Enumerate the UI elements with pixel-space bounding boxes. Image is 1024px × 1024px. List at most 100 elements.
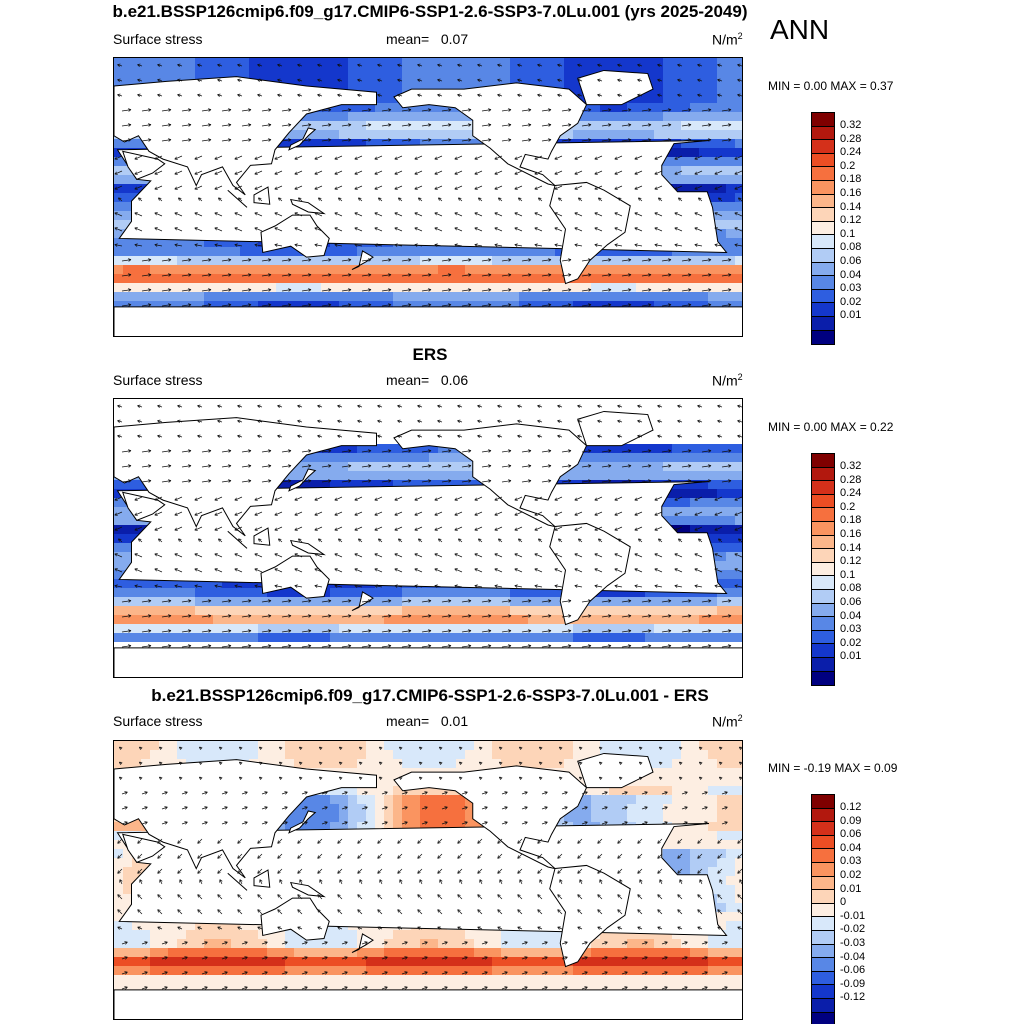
colorbar-swatch [812,180,834,195]
colorbar-tick-label: 0.32 [840,460,862,472]
panel-2-colorbar [811,453,835,687]
colorbar-tick-label: 0.1 [840,227,856,240]
colorbar-tick-label: 0.24 [840,146,862,159]
colorbar-swatch [812,822,834,836]
colorbar-swatch [812,194,834,209]
colorbar-tick-label: 0.09 [840,814,862,827]
colorbar-swatch [812,481,834,495]
colorbar-tick-label: 0.06 [840,595,862,608]
colorbar-swatch [812,917,834,931]
colorbar-tick-label: 0.03 [840,623,862,636]
colorbar-swatch [812,903,834,918]
panel-3-colorbar [811,794,835,1024]
colorbar-tick-label: 0.28 [840,473,862,486]
colorbar-swatch [812,985,834,999]
colorbar-tick-label: -0.06 [840,964,866,977]
colorbar-tick-label: 0.16 [840,186,862,199]
panel-1-colorbar-ticks: 0.32 0.28 0.24 0.2 0.18 0.16 0.14 0.12 0.1 0.08 0.… [840,119,861,323]
colorbar-tick-label: 0.12 [840,555,862,568]
colorbar-swatch [812,671,834,686]
colorbar-swatch [812,549,834,563]
stress-vectors [117,746,742,990]
panel-2-title: ERS [412,345,448,364]
colorbar-tick-label: -0.03 [840,936,866,949]
colorbar-swatch [812,289,834,304]
colorbar-swatch [812,208,834,222]
colorbar-tick-label: 0.2 [840,159,856,172]
panel-1-minmax: MIN = 0.00 MAX = 0.37 [768,79,894,93]
panel-1-mean: mean= 0.07 [386,31,469,47]
colorbar-swatch [812,808,834,823]
colorbar-swatch [812,521,834,536]
colorbar-tick-label: 0.16 [840,527,862,540]
colorbar-swatch [812,876,834,891]
panel-1-map [113,57,743,337]
panel-1-units: N/m2 [712,31,743,48]
panel-3-mean: mean= 0.01 [386,713,469,729]
colorbar-tick-label: 0.03 [840,282,862,295]
panel-2-map [113,398,743,678]
colorbar-tick-label: 0.01 [840,309,862,322]
colorbar-tick-label: -0.01 [840,909,866,922]
colorbar-tick-label: 0.04 [840,609,862,622]
colorbar-swatch [812,944,834,959]
colorbar-swatch [812,153,834,168]
colorbar-swatch [812,644,834,658]
colorbar-tick-label: 0.02 [840,868,862,881]
colorbar-tick-label: 0.01 [840,650,862,663]
colorbar-swatch [812,113,834,127]
colorbar-swatch [812,562,834,577]
panel-1-title: b.e21.BSSP126cmip6.f09_g17.CMIP6-SSP1-2.… [112,2,748,21]
colorbar-tick-label: -0.02 [840,923,866,936]
colorbar-swatch [812,862,834,877]
panel-2-variable: Surface stress [113,372,203,388]
colorbar-swatch [812,140,834,154]
colorbar-tick-label: 0.14 [840,541,862,554]
colorbar-swatch [812,657,834,672]
colorbar-tick-label: 0.08 [840,582,862,595]
colorbar-tick-label: 0.24 [840,487,862,500]
colorbar-swatch [812,235,834,249]
colorbar-tick-label: 0.28 [840,132,862,145]
colorbar-tick-label: 0.02 [840,636,862,649]
panel-3-map [113,740,743,1020]
colorbar-swatch [812,221,834,236]
colorbar-swatch [812,454,834,468]
colorbar-swatch [812,262,834,277]
stress-vectors [114,404,742,648]
colorbar-tick-label: 0.2 [840,500,856,513]
panel-3-minmax: MIN = -0.19 MAX = 0.09 [768,761,898,775]
panel-2-minmax: MIN = 0.00 MAX = 0.22 [768,420,894,434]
colorbar-tick-label: -0.09 [840,977,866,990]
continents [114,69,742,336]
colorbar-tick-label: 0.12 [840,214,862,227]
colorbar-swatch [812,535,834,550]
continents [114,752,742,1019]
colorbar-swatch [812,589,834,604]
colorbar-tick-label: 0.01 [840,882,862,895]
colorbar-tick-label: 0.12 [840,801,862,813]
stress-vectors [114,63,742,307]
colorbar-tick-label: 0.04 [840,841,862,854]
colorbar-tick-label: 0.32 [840,119,862,131]
colorbar-swatch [812,303,834,317]
panel-1-variable: Surface stress [113,31,203,47]
colorbar-tick-label: 0 [840,896,847,909]
panel-2-colorbar-ticks: 0.32 0.28 0.24 0.2 0.18 0.16 0.14 0.12 0.1 0.08 0.… [840,460,861,664]
colorbar-swatch [812,316,834,331]
colorbar-tick-label: 0.02 [840,295,862,308]
panel-1-colorbar [811,112,835,346]
colorbar-swatch [812,958,834,972]
panel-3-colorbar-ticks: 0.12 0.09 0.06 0.04 0.03 0.02 0.01 0 -0.01 -0.02-… [840,801,865,1005]
colorbar-tick-label: -0.04 [840,950,866,963]
colorbar-swatch [812,330,834,345]
colorbar-swatch [812,890,834,904]
colorbar-tick-label: 0.03 [840,855,862,868]
colorbar-tick-label: 0.04 [840,268,862,281]
colorbar-swatch [812,508,834,522]
colorbar-swatch [812,576,834,590]
colorbar-tick-label: 0.18 [840,173,862,186]
colorbar-tick-label: 0.06 [840,828,862,841]
panel-2-mean: mean= 0.06 [386,372,469,388]
map-canvas [114,741,742,1019]
